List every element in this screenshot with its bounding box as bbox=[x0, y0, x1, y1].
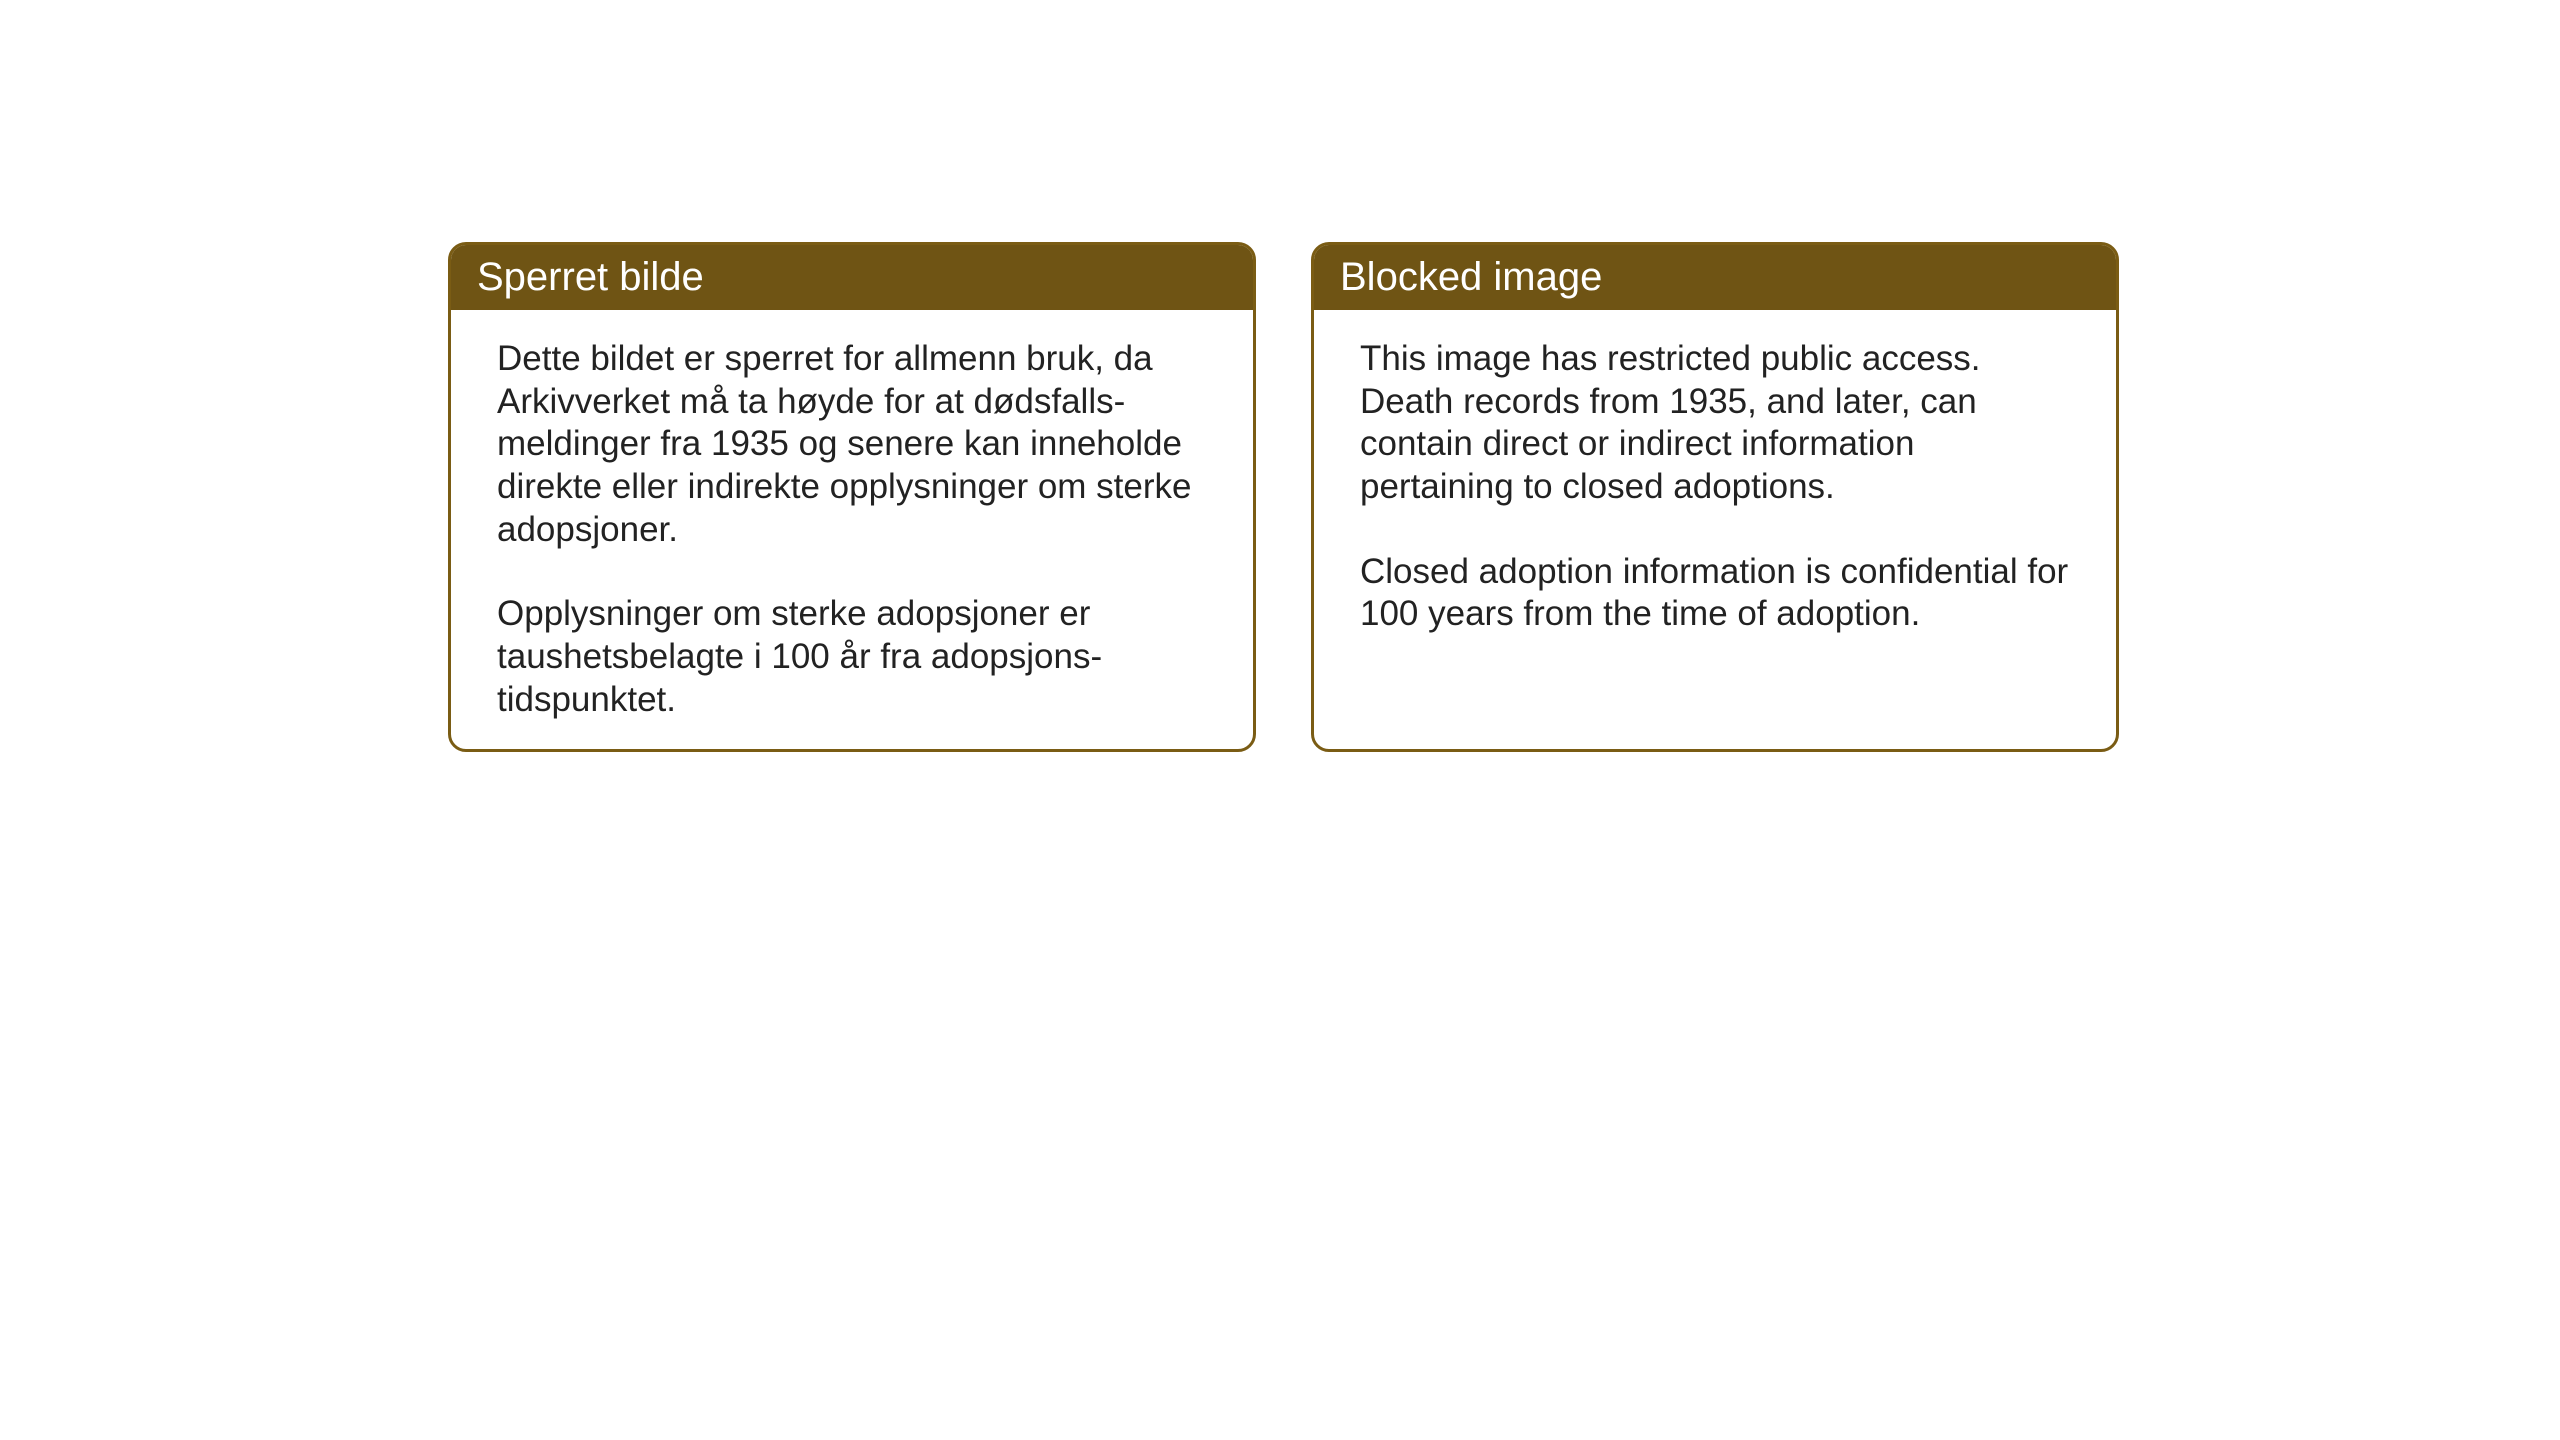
card-english-paragraph-2: Closed adoption information is confident… bbox=[1360, 551, 2070, 636]
card-norwegian-paragraph-2: Opplysninger om sterke adopsjoner er tau… bbox=[497, 593, 1207, 721]
cards-container: Sperret bilde Dette bildet er sperret fo… bbox=[448, 242, 2119, 752]
card-norwegian-body: Dette bildet er sperret for allmenn bruk… bbox=[451, 310, 1253, 750]
card-english-body: This image has restricted public access.… bbox=[1314, 310, 2116, 664]
card-norwegian: Sperret bilde Dette bildet er sperret fo… bbox=[448, 242, 1256, 752]
card-english: Blocked image This image has restricted … bbox=[1311, 242, 2119, 752]
card-english-title: Blocked image bbox=[1314, 245, 2116, 310]
card-english-paragraph-1: This image has restricted public access.… bbox=[1360, 338, 2070, 509]
card-norwegian-title: Sperret bilde bbox=[451, 245, 1253, 310]
card-norwegian-paragraph-1: Dette bildet er sperret for allmenn bruk… bbox=[497, 338, 1207, 551]
